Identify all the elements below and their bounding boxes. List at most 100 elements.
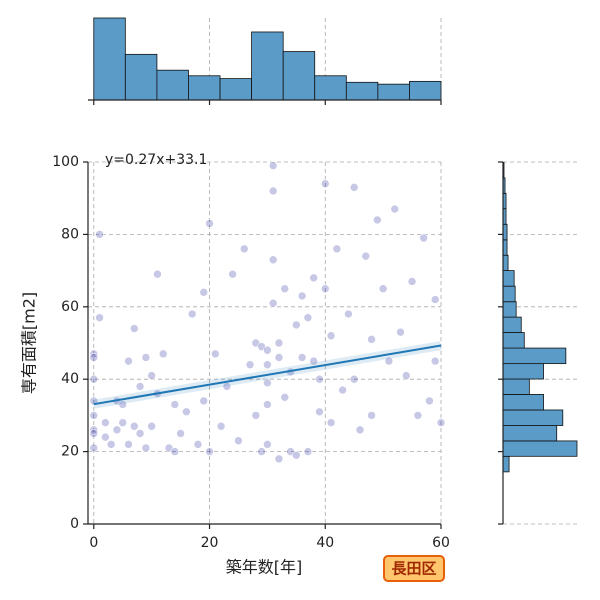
scatter-point xyxy=(361,251,371,261)
scatter-point xyxy=(89,349,99,359)
histogram-bar xyxy=(502,285,516,303)
y-tick-label: 40 xyxy=(61,371,79,387)
scatter-point xyxy=(349,183,359,192)
histogram-bar xyxy=(124,53,158,101)
histogram-bar xyxy=(93,17,126,101)
scatter-point xyxy=(205,447,214,456)
scatter-point xyxy=(430,295,440,304)
scatter-point xyxy=(326,331,336,341)
scatter-point xyxy=(141,443,151,453)
scatter-point xyxy=(129,324,139,333)
histogram-bar xyxy=(502,378,530,395)
scatter-point xyxy=(187,309,197,319)
scatter-point xyxy=(263,440,272,449)
scatter-point xyxy=(118,418,128,427)
scatter-point xyxy=(309,273,318,283)
histogram-bar xyxy=(502,455,510,473)
scatter-point xyxy=(89,443,99,453)
scatter-point xyxy=(378,284,388,294)
scatter-point xyxy=(89,429,99,438)
y-tick-label: 0 xyxy=(70,516,79,532)
regression-line xyxy=(93,344,442,406)
scatter-point xyxy=(373,215,382,225)
scatter-point xyxy=(129,421,139,431)
scatter-point xyxy=(315,407,324,417)
scatter-point xyxy=(309,356,318,366)
histogram-bar xyxy=(156,69,189,101)
scatter-point xyxy=(147,421,156,431)
scatter-point xyxy=(303,313,313,322)
scatter-point xyxy=(147,371,156,380)
scatter-point xyxy=(292,320,301,330)
histogram-bar xyxy=(502,316,522,333)
scatter-point xyxy=(101,432,110,442)
y-tick-label: 60 xyxy=(61,299,79,315)
scatter-point xyxy=(349,374,359,384)
scatter-point xyxy=(274,338,284,348)
x-tick-label: 60 xyxy=(432,535,450,551)
scatter-point xyxy=(263,400,272,409)
scatter-point xyxy=(216,421,226,431)
scatter-point xyxy=(89,411,99,420)
histogram-bar xyxy=(502,425,558,442)
scatter-point xyxy=(124,440,133,449)
y-tick-label: 100 xyxy=(52,154,79,170)
histogram-bar xyxy=(409,80,442,101)
scatter-point xyxy=(124,356,133,366)
badge-box xyxy=(383,555,445,582)
scatter-point xyxy=(297,353,307,362)
scatter-point xyxy=(401,371,411,380)
scatter-point xyxy=(367,335,376,344)
histogram-bar xyxy=(502,301,517,318)
scatter-point xyxy=(436,418,446,427)
scatter-point xyxy=(89,374,99,384)
scatter-point xyxy=(384,356,394,366)
scatter-point xyxy=(396,327,405,337)
scatter-point xyxy=(112,425,122,435)
histogram-bar xyxy=(502,223,508,241)
scatter-point xyxy=(297,291,307,301)
scatter-point xyxy=(355,425,365,435)
histogram-bar xyxy=(502,239,508,256)
scatter-point xyxy=(176,429,185,438)
histogram-bar xyxy=(314,75,347,101)
histogram-bar xyxy=(345,81,379,101)
scatter-point xyxy=(205,219,214,228)
scatter-point xyxy=(106,440,116,449)
scatter-point xyxy=(141,353,151,362)
scatter-point xyxy=(315,374,324,384)
scatter-point xyxy=(263,378,272,388)
scatter-point xyxy=(303,447,313,456)
regression-label: y=0.27x+33.1 xyxy=(105,152,207,168)
scatter-point xyxy=(326,418,336,427)
scatter-point xyxy=(245,360,255,370)
y-tick-label: 80 xyxy=(61,226,79,242)
y-axis-label: 専有面積[m2] xyxy=(20,292,39,394)
scatter-point xyxy=(268,298,278,308)
scatter-point xyxy=(89,425,99,435)
scatter-point xyxy=(407,277,417,286)
scatter-point xyxy=(263,360,272,370)
scatter-point xyxy=(135,382,145,391)
scatter-point xyxy=(193,440,203,449)
histogram-bar xyxy=(377,83,410,101)
scatter-point xyxy=(118,400,128,409)
scatter-point xyxy=(153,269,162,279)
scatter-point xyxy=(158,349,168,359)
scatter-point xyxy=(211,349,220,359)
scatter-point xyxy=(332,244,342,254)
x-tick-label: 20 xyxy=(201,535,219,551)
scatter-point xyxy=(239,244,249,254)
scatter-point xyxy=(170,447,180,456)
scatter-point xyxy=(263,345,272,355)
scatter-point xyxy=(170,400,180,409)
histogram-bar xyxy=(502,394,544,411)
scatter-point xyxy=(419,233,428,243)
scatter-point xyxy=(367,411,376,420)
histogram-bar xyxy=(502,254,509,271)
scatter-point xyxy=(338,385,347,395)
scatter-point xyxy=(199,396,209,406)
scatter-point xyxy=(280,392,290,402)
scatter-point xyxy=(234,436,243,446)
